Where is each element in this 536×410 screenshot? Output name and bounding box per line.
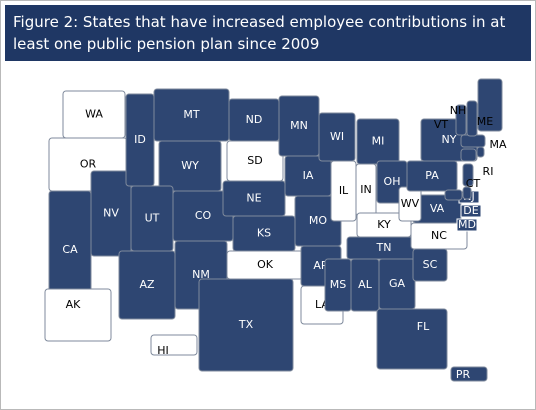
state-label: KS <box>257 227 271 240</box>
state-shape <box>198 278 294 372</box>
state-label: WV <box>401 197 420 210</box>
state-label: MT <box>183 108 199 121</box>
state-label: OH <box>384 175 401 188</box>
state-label: MA <box>489 138 506 151</box>
state-label: ID <box>134 133 146 146</box>
state-label: AZ <box>139 278 155 291</box>
state-label: HI <box>157 344 169 357</box>
state-label: TX <box>238 318 254 331</box>
state-label: ND <box>246 113 263 126</box>
state-label: CA <box>62 243 78 256</box>
state-label: KY <box>377 218 391 231</box>
state-label: NM <box>192 268 210 281</box>
state-label: MO <box>309 214 327 227</box>
state-label: MD <box>458 218 476 231</box>
state-label: IL <box>339 184 349 197</box>
state-label: NY <box>442 133 457 146</box>
state-label: GA <box>389 277 406 290</box>
state-label: UT <box>145 212 160 225</box>
state-label: NV <box>103 207 119 220</box>
state-label: WY <box>181 159 199 172</box>
state-label: DE <box>463 204 478 217</box>
state-label: NE <box>246 192 261 205</box>
state-label: TN <box>376 241 392 254</box>
state-label: VT <box>434 118 449 131</box>
label-box <box>456 218 478 232</box>
state-shape <box>466 100 478 137</box>
label-box <box>460 204 482 218</box>
state-shape <box>477 78 503 132</box>
state-label: VA <box>430 202 445 215</box>
state-label: PA <box>425 169 439 182</box>
state-label: AK <box>66 298 82 311</box>
state-label: AL <box>358 278 373 291</box>
state-shape <box>460 148 477 162</box>
state-shape <box>444 189 463 201</box>
state-label: CT <box>466 177 481 190</box>
state-label: WA <box>85 108 103 121</box>
state-label: PR <box>456 368 471 381</box>
state-label: IN <box>360 183 371 196</box>
state-label: WI <box>330 130 344 143</box>
state-label: OK <box>257 258 274 271</box>
state-shape <box>476 146 485 158</box>
state-label: ME <box>477 115 493 128</box>
state-shape <box>462 163 474 187</box>
state-shape <box>44 288 112 342</box>
state-label: SD <box>247 154 262 167</box>
state-label: RI <box>483 165 494 178</box>
state-label: SC <box>423 258 438 271</box>
state-label: MN <box>290 119 308 132</box>
state-shape <box>455 104 467 136</box>
state-label: IA <box>303 169 314 182</box>
state-label: MS <box>330 278 346 291</box>
state-label: OR <box>80 158 97 171</box>
state-shape <box>462 186 472 200</box>
state-shape <box>450 366 488 382</box>
state-label: FL <box>417 320 430 333</box>
state-shape <box>150 334 198 356</box>
state-label: MI <box>372 135 385 148</box>
state-shape <box>376 308 448 370</box>
state-label: CO <box>195 209 212 222</box>
state-shape <box>460 134 486 148</box>
state-label: NH <box>450 104 467 117</box>
figure-title: Figure 2: States that have increased emp… <box>5 5 531 61</box>
state-label: NC <box>431 229 447 242</box>
